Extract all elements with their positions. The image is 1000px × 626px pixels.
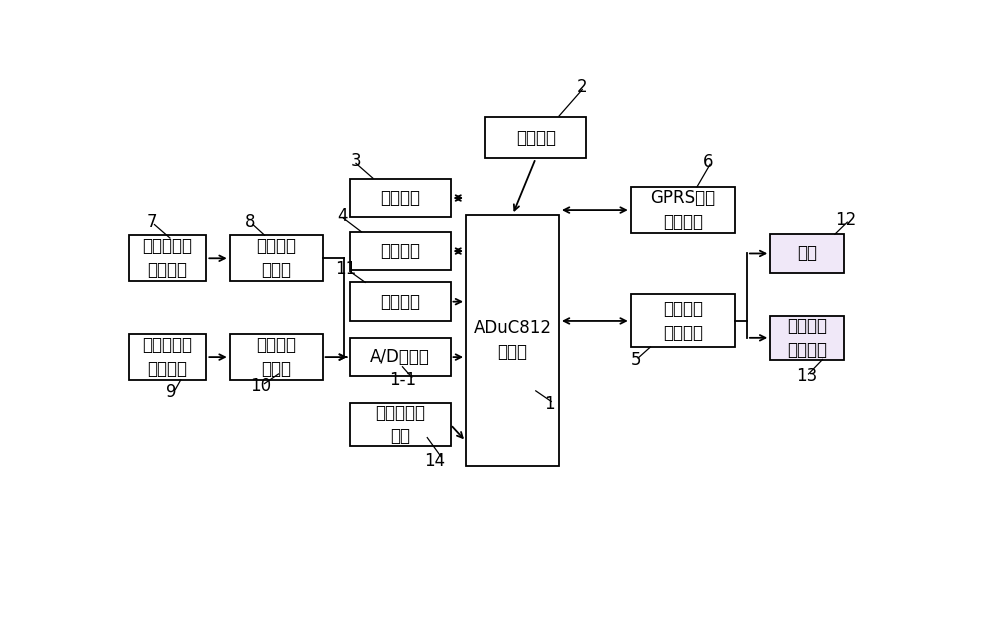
FancyBboxPatch shape: [631, 294, 735, 347]
FancyBboxPatch shape: [350, 338, 450, 376]
Text: 10: 10: [250, 377, 271, 395]
Text: 复位电路: 复位电路: [380, 242, 420, 260]
Text: ADuC812
单片机: ADuC812 单片机: [474, 319, 552, 361]
Text: 第一仪表
放大器: 第一仪表 放大器: [256, 237, 296, 279]
Text: A/D转换器: A/D转换器: [370, 348, 430, 366]
FancyBboxPatch shape: [350, 403, 450, 446]
FancyBboxPatch shape: [129, 235, 206, 281]
Text: 键盘显示
接口电路: 键盘显示 接口电路: [663, 300, 703, 342]
FancyBboxPatch shape: [770, 316, 844, 359]
Text: 键盘: 键盘: [797, 245, 817, 262]
Text: 2: 2: [577, 78, 588, 96]
FancyBboxPatch shape: [350, 282, 450, 321]
Text: GPRS无线
通信模块: GPRS无线 通信模块: [650, 189, 716, 231]
Text: 出水管温度
检测电路: 出水管温度 检测电路: [143, 336, 193, 378]
Text: 11: 11: [335, 260, 356, 278]
Text: 四位数码
管显示器: 四位数码 管显示器: [787, 317, 827, 359]
Text: 1-1: 1-1: [389, 371, 416, 389]
Text: 7: 7: [147, 213, 157, 231]
FancyBboxPatch shape: [350, 179, 450, 217]
FancyBboxPatch shape: [466, 215, 559, 466]
Text: 14: 14: [424, 452, 446, 470]
FancyBboxPatch shape: [230, 235, 323, 281]
FancyBboxPatch shape: [631, 187, 735, 233]
FancyBboxPatch shape: [770, 234, 844, 273]
Text: 9: 9: [166, 383, 177, 401]
Text: 第二仪表
放大器: 第二仪表 放大器: [256, 336, 296, 378]
Text: 13: 13: [796, 367, 818, 386]
Text: 霍尔流量传
感器: 霍尔流量传 感器: [375, 404, 425, 445]
Text: 3: 3: [351, 152, 361, 170]
FancyBboxPatch shape: [485, 117, 586, 158]
FancyBboxPatch shape: [129, 334, 206, 380]
Text: 12: 12: [835, 211, 856, 228]
Text: 4: 4: [337, 207, 347, 225]
Text: 晶振电路: 晶振电路: [380, 189, 420, 207]
FancyBboxPatch shape: [350, 232, 450, 270]
Text: 6: 6: [703, 153, 714, 171]
Text: 时钟电路: 时钟电路: [380, 293, 420, 310]
Text: 供电电源: 供电电源: [516, 129, 556, 146]
Text: 5: 5: [631, 351, 642, 369]
Text: 进水管温度
检测电路: 进水管温度 检测电路: [143, 237, 193, 279]
Text: 8: 8: [245, 213, 256, 231]
FancyBboxPatch shape: [230, 334, 323, 380]
Text: 1: 1: [544, 395, 555, 413]
